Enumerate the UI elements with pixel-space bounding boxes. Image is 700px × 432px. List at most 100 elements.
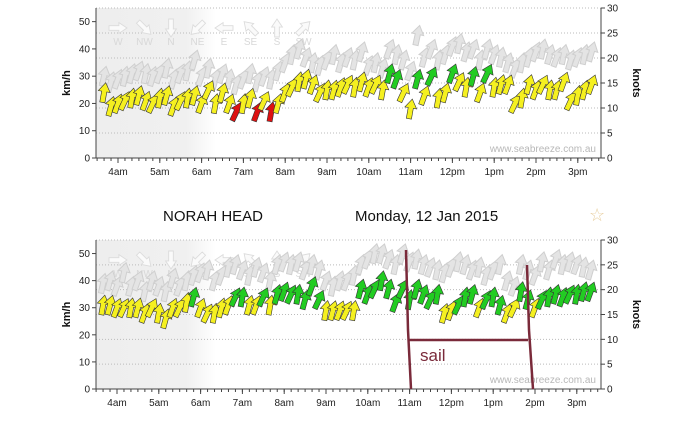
wind-arrow <box>585 74 599 96</box>
gust-arrow <box>535 251 549 273</box>
gust-arrow <box>424 38 439 60</box>
x-tick-label: 2pm <box>525 398 544 409</box>
wind-arrow <box>236 286 249 308</box>
sail-start-line <box>404 249 413 390</box>
date-title: Monday, 12 Jan 2015 <box>355 208 499 225</box>
gust-arrow <box>410 24 425 47</box>
direction-legend-label: SW <box>295 37 312 48</box>
x-tick-label: 4am <box>108 167 127 178</box>
chart-1: W NW N NE E SE S SW www.seabreeze.com.au 0 10 20 30 4… <box>61 4 642 179</box>
y-axis-label: km/h <box>61 301 73 327</box>
wind-arrow <box>474 82 487 104</box>
gust-arrow <box>243 62 258 85</box>
wind-arrow <box>201 80 215 101</box>
location-title: NORAH HEAD <box>163 208 264 225</box>
y-tick-label: 50 <box>79 17 91 28</box>
direction-legend-label: N <box>167 37 174 48</box>
x-tick-label: 8am <box>274 398 293 409</box>
y-tick-label: 0 <box>84 385 90 396</box>
gust-arrow <box>131 270 145 292</box>
direction-legend-arrow-icon <box>135 251 152 267</box>
wind-arrow <box>216 82 230 104</box>
y-tick-label: 40 <box>79 44 91 55</box>
x-tick-label: 10am <box>355 398 380 409</box>
y2-tick-label: 30 <box>607 236 619 247</box>
gust-arrow <box>585 41 599 63</box>
wind-arrow <box>257 91 271 112</box>
x-tick-label: 5am <box>149 398 168 409</box>
gust-arrow <box>166 267 180 289</box>
x-tick-label: 11am <box>398 167 422 178</box>
gust-arrow <box>188 49 202 71</box>
y2-tick-label: 10 <box>607 104 619 115</box>
y2-tick-label: 5 <box>607 129 613 140</box>
gust-arrow <box>396 243 410 265</box>
x-tick-label: 3pm <box>567 398 586 409</box>
y2-tick-label: 20 <box>607 285 619 296</box>
wind-arrow <box>584 281 598 303</box>
x-tick-label: 3pm <box>568 167 587 178</box>
gust-arrow <box>472 256 487 279</box>
wind-arrow <box>160 85 174 106</box>
y2-tick-label: 30 <box>607 4 619 15</box>
wind-arrow <box>188 85 202 106</box>
direction-legend-label: NW <box>136 269 153 280</box>
wind-arrow <box>97 82 111 104</box>
gust-arrow <box>584 259 598 281</box>
gust-arrow <box>397 49 411 71</box>
direction-legend-arrow-icon <box>190 251 207 267</box>
direction-legend-label: W <box>113 269 123 280</box>
gust-arrow <box>117 261 131 284</box>
x-tick-label: 6am <box>192 167 211 178</box>
x-tick-label: 4am <box>107 398 126 409</box>
wind-arrow <box>187 286 201 308</box>
gust-arrow <box>452 32 467 55</box>
x-tick-label: 1pm <box>483 398 502 409</box>
y-tick-label: 20 <box>79 330 91 341</box>
star-icon[interactable]: ☆ <box>589 205 606 225</box>
direction-legend-label: NW <box>136 37 153 48</box>
chart-2: WNWNNEESESSWwww.seabreeze.com.au01020304… <box>61 236 642 410</box>
direction-legend-label: NE <box>191 37 205 48</box>
direction-legend-label: W <box>113 37 123 48</box>
gust-arrow <box>200 259 215 281</box>
gust-arrow <box>355 41 369 63</box>
wind-arrow <box>557 71 571 93</box>
x-tick-label: 11am <box>397 398 421 409</box>
x-tick-label: 7am <box>234 167 253 178</box>
y2-tick-label: 0 <box>607 154 613 165</box>
y2-tick-label: 0 <box>607 385 613 396</box>
sail-annotation: sail <box>404 249 535 390</box>
x-tick-label: 9am <box>316 398 335 409</box>
watermark: www.seabreeze.com.au <box>489 375 596 386</box>
direction-legend-arrow-icon <box>135 19 152 35</box>
wind-arrow <box>375 270 389 292</box>
y-axis-label: km/h <box>61 70 73 96</box>
direction-legend-arrow-icon <box>108 253 128 267</box>
y2-tick-label: 25 <box>607 29 619 40</box>
y-tick-label: 50 <box>79 249 91 260</box>
direction-legend-arrow-icon <box>294 21 311 37</box>
wind-arrow <box>486 286 500 308</box>
y2-tick-label: 10 <box>607 335 619 346</box>
y2-tick-label: 5 <box>607 360 613 371</box>
gust-arrow <box>201 57 216 79</box>
y2-axis-label: knots <box>630 300 642 329</box>
gust-arrow <box>404 60 418 82</box>
wind-arrow <box>223 93 236 115</box>
wind-arrow <box>382 278 396 300</box>
wind-arrow <box>404 98 418 120</box>
direction-legend-arrow-icon <box>243 21 260 37</box>
wind-arrow <box>306 74 320 96</box>
gust-arrow <box>160 57 174 79</box>
gust-arrow <box>466 38 480 60</box>
y-tick-label: 30 <box>79 72 91 83</box>
direction-legend-label: SE <box>244 37 258 48</box>
x-tick-label: 7am <box>233 398 252 409</box>
y2-axis-label: knots <box>630 68 642 97</box>
direction-legend-arrow-icon <box>164 18 178 38</box>
x-tick-label: 12pm <box>440 167 465 178</box>
gust-arrow <box>292 38 306 60</box>
x-tick-label: 8am <box>275 167 294 178</box>
sail-label: sail <box>420 346 446 365</box>
